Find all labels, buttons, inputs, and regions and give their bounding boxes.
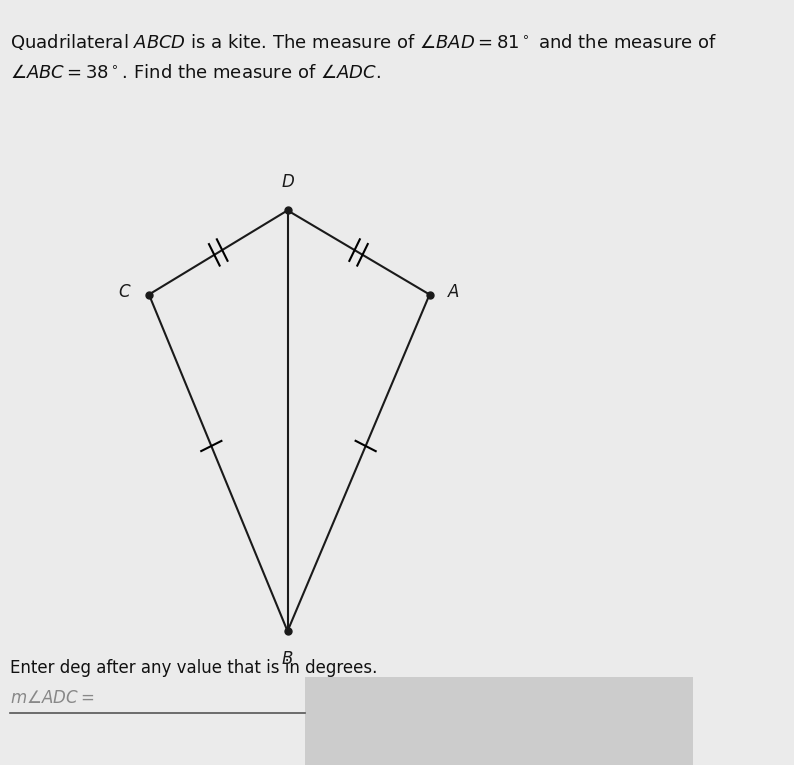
Text: $D$: $D$ (280, 173, 295, 191)
Text: $C$: $C$ (118, 283, 132, 301)
Bar (305, 677, 693, 765)
Text: Quadrilateral $ABCD$ is a kite. The measure of $\angle BAD = 81^\circ$ and the m: Quadrilateral $ABCD$ is a kite. The meas… (10, 32, 718, 52)
Text: $m\angle ADC =$: $m\angle ADC =$ (10, 688, 94, 707)
Text: Enter deg after any value that is in degrees.: Enter deg after any value that is in deg… (10, 659, 378, 678)
Text: $B$: $B$ (281, 650, 294, 669)
Text: $A$: $A$ (447, 283, 460, 301)
Text: $\angle ABC = 38^\circ$. Find the measure of $\angle ADC$.: $\angle ABC = 38^\circ$. Find the measur… (10, 64, 381, 83)
